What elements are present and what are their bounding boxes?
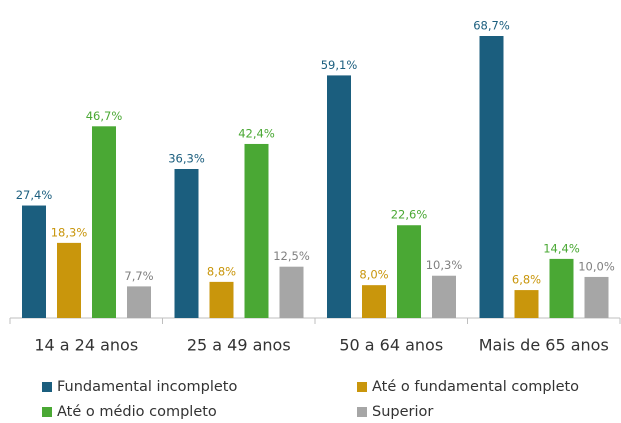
x-tick-label: Mais de 65 anos [479,336,609,355]
value-label: 10,0% [578,259,615,273]
value-label: 8,0% [359,268,388,282]
legend-label: Superior [372,404,433,420]
bar [127,286,151,318]
legend-label: Fundamental incompleto [57,379,237,395]
bar [549,258,574,318]
bar [174,168,199,318]
legend-swatch [357,407,367,417]
bar [57,242,81,318]
legend-swatch [357,382,367,392]
bar [327,75,351,318]
value-label: 27,4% [16,188,53,202]
value-label: 42,4% [238,126,275,140]
value-label: 36,3% [168,151,205,165]
value-label: 18,3% [51,225,88,239]
value-label: 59,1% [321,58,358,72]
bar [22,205,46,318]
bar [209,281,234,318]
x-tick-label: 14 a 24 anos [34,336,138,355]
bar [584,276,609,318]
value-label: 14,4% [543,241,580,255]
bar [432,275,456,318]
value-label: 22,6% [391,208,428,222]
bar [514,290,539,318]
value-label: 46,7% [86,109,123,123]
bar [244,143,269,318]
value-label: 12,5% [273,249,310,263]
value-label: 10,3% [426,258,463,272]
value-label: 8,8% [207,264,236,278]
x-tick-label: 25 a 49 anos [187,336,291,355]
value-label: 7,7% [124,269,153,283]
bar [397,225,421,318]
legend-swatch [42,382,52,392]
legend-swatch [42,407,52,417]
bar [279,266,304,318]
x-tick-label: 50 a 64 anos [339,336,443,355]
bar [92,126,116,318]
value-label: 68,7% [473,19,510,33]
bar [362,285,386,318]
value-label: 6,8% [512,273,541,287]
legend-label: Até o fundamental completo [372,379,579,395]
bar [479,36,504,318]
legend-label: Até o médio completo [57,404,217,420]
